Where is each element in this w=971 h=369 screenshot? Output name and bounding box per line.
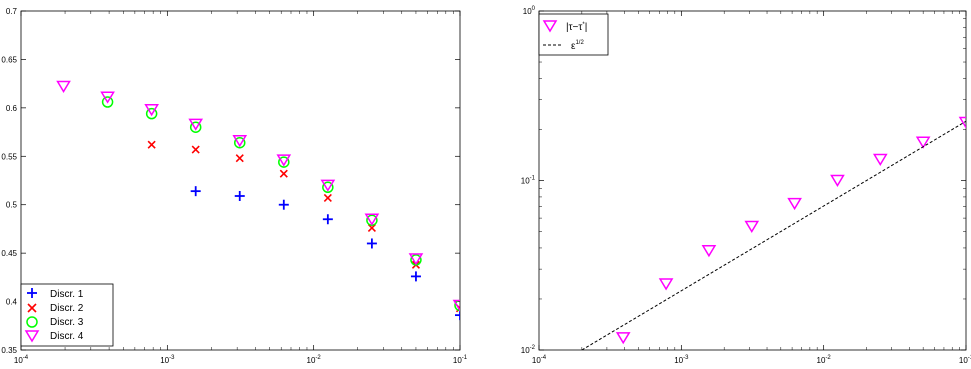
data-point-series1 [615,332,631,345]
data-point-series1 [366,238,377,249]
data-point-series4 [364,213,380,226]
data-point-series3 [233,136,246,149]
legend-left-box [20,283,114,347]
x-tick-label: 10-2 [307,355,322,365]
legend-label-discr3: Discr. 3 [50,317,84,328]
legend-label-discr4: Discr. 4 [50,331,84,342]
left-chart: 10-4 10-3 10-2 10-1 0.35 0.4 0.45 0.5 0.55 0.6 0.6… [1,7,467,365]
data-point-series1 [744,220,760,234]
x-tick-label: 10-4 [14,355,29,365]
data-point-series1 [455,310,460,321]
y-tick-label: 0.4 [6,298,18,307]
data-point-series4 [452,299,460,312]
data-point-series4 [56,80,71,94]
legend-marker-discr1 [27,288,37,298]
data-point-series1 [658,278,674,291]
data-point-series2 [147,140,156,149]
data-point-series3 [454,299,460,312]
data-point-series3 [322,181,334,194]
data-point-series3 [278,156,290,168]
data-point-series4 [276,154,292,167]
data-point-series4 [232,135,248,148]
axes-box [538,10,967,351]
data-point-series4 [144,104,159,117]
data-point-series4 [100,91,115,104]
data-point-series2 [235,154,244,163]
data-point-series2 [279,169,288,178]
data-point-series2 [367,223,376,233]
x-tick-label: 10-2 [817,355,832,365]
data-point-series1 [830,174,845,187]
y-tick-label: 0.55 [1,152,17,161]
data-point-series3 [189,121,202,133]
data-point-series1 [278,199,289,210]
data-point-series1 [190,186,201,197]
axes-box [20,10,461,351]
data-point-series4 [408,253,424,266]
y-tick-label: 0.65 [1,55,17,64]
y-tick-label: 0.6 [6,104,18,113]
x-tick-label: 10-3 [160,355,175,365]
x-tick-label: 10-4 [532,355,547,365]
legend-marker-tau [542,20,558,33]
data-point-series3 [101,96,114,108]
data-point-series1 [787,197,802,211]
legend-left: Discr. 1 Discr. 2 Discr. 3 Discr. 4 [20,283,114,347]
y-tick-label: 100 [523,6,536,16]
legend-marker-discr3 [26,316,38,328]
plot-area [581,116,966,350]
data-point-series2 [191,145,200,154]
y-tick-label: 0.45 [1,249,17,258]
series-line-sqrt-eps [581,120,966,350]
y-tick-label: 0.35 [1,346,17,355]
data-point-series1 [958,116,966,129]
y-tick-label: 0.7 [6,7,18,16]
x-tick-label: 10-1 [453,355,468,365]
legend-label-tau: |τ−τ*| [566,22,587,33]
y-tick-label: 10-1 [521,176,536,186]
legend-label-sqrt-eps: ε1/2 [571,40,584,52]
data-point-series2 [323,193,332,202]
legend-label-discr1: Discr. 1 [50,289,84,300]
y-tick-label: 0.5 [6,201,18,210]
legend-marker-discr4 [24,330,40,343]
data-point-series4 [320,179,336,192]
legend-right: |τ−τ*| ε1/2 [538,13,609,56]
data-point-series1 [410,271,421,282]
data-point-series1 [915,136,931,149]
legend-label-discr2: Discr. 2 [50,303,84,314]
right-chart: 10-4 10-3 10-2 10-1 10-2 10-1 100 [521,6,971,365]
data-point-series1 [322,214,333,225]
x-tick-label: 10-1 [959,355,971,365]
legend-marker-discr2 [27,303,37,313]
x-tick-label: 10-3 [674,355,689,365]
data-point-series1 [701,245,717,258]
data-point-series3 [145,107,158,120]
data-point-series4 [188,118,204,131]
plot-area [56,80,460,321]
data-point-series1 [234,190,245,201]
data-point-series1 [872,153,888,166]
y-tick-label: 10-2 [521,345,536,355]
